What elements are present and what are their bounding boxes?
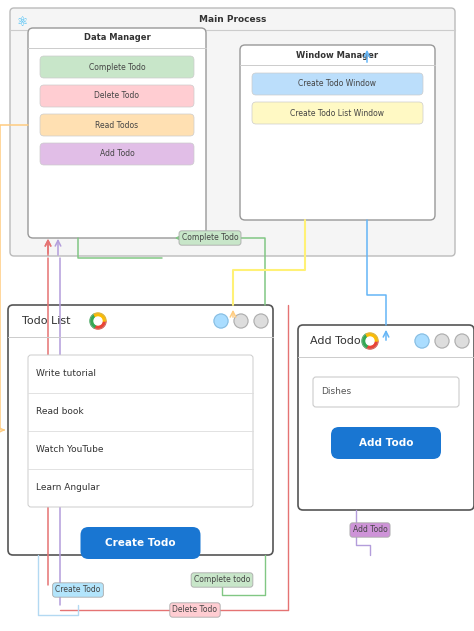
- Wedge shape: [94, 321, 106, 329]
- FancyBboxPatch shape: [40, 114, 194, 136]
- FancyBboxPatch shape: [8, 305, 273, 555]
- Text: Create Todo List Window: Create Todo List Window: [291, 109, 384, 117]
- Text: Complete Todo: Complete Todo: [182, 233, 238, 242]
- Text: Add Todo: Add Todo: [353, 526, 387, 534]
- Text: Create Todo: Create Todo: [55, 586, 100, 594]
- Text: Main Process: Main Process: [199, 16, 266, 25]
- Text: Complete Todo: Complete Todo: [89, 62, 146, 71]
- Text: Dishes: Dishes: [321, 387, 351, 396]
- Text: Learn Angular: Learn Angular: [36, 483, 100, 493]
- Text: Add Todo: Add Todo: [100, 150, 134, 158]
- Text: Create Todo Window: Create Todo Window: [299, 80, 376, 88]
- Text: Write tutorial: Write tutorial: [36, 370, 96, 379]
- FancyBboxPatch shape: [331, 427, 441, 459]
- FancyBboxPatch shape: [81, 527, 201, 559]
- FancyBboxPatch shape: [40, 143, 194, 165]
- Text: ⚛: ⚛: [17, 16, 27, 30]
- Text: Read Todos: Read Todos: [95, 121, 138, 129]
- Circle shape: [415, 334, 429, 348]
- FancyBboxPatch shape: [28, 28, 206, 238]
- Text: Window Manager: Window Manager: [296, 50, 379, 59]
- Text: Watch YouTube: Watch YouTube: [36, 445, 103, 454]
- FancyBboxPatch shape: [40, 56, 194, 78]
- FancyBboxPatch shape: [252, 102, 423, 124]
- Text: Complete todo: Complete todo: [194, 575, 250, 584]
- Text: Add Todo: Add Todo: [310, 336, 361, 346]
- Text: Data Manager: Data Manager: [83, 33, 150, 42]
- FancyBboxPatch shape: [313, 377, 459, 407]
- FancyBboxPatch shape: [28, 355, 253, 507]
- Circle shape: [214, 314, 228, 328]
- FancyBboxPatch shape: [10, 8, 455, 256]
- FancyBboxPatch shape: [240, 45, 435, 220]
- Circle shape: [366, 337, 374, 345]
- FancyBboxPatch shape: [298, 325, 474, 510]
- Text: Read book: Read book: [36, 408, 83, 416]
- Wedge shape: [362, 334, 370, 348]
- Circle shape: [254, 314, 268, 328]
- Circle shape: [234, 314, 248, 328]
- Text: Delete Todo: Delete Todo: [94, 91, 139, 100]
- Text: Create Todo: Create Todo: [105, 538, 176, 548]
- Wedge shape: [90, 314, 98, 328]
- Circle shape: [94, 317, 102, 325]
- Wedge shape: [366, 333, 378, 341]
- FancyBboxPatch shape: [40, 85, 194, 107]
- Text: Delete Todo: Delete Todo: [173, 606, 218, 615]
- Text: Todo List: Todo List: [22, 316, 71, 326]
- Text: Add Todo: Add Todo: [359, 438, 413, 448]
- FancyBboxPatch shape: [252, 73, 423, 95]
- Circle shape: [455, 334, 469, 348]
- Wedge shape: [94, 313, 106, 321]
- Circle shape: [435, 334, 449, 348]
- Wedge shape: [366, 341, 378, 349]
